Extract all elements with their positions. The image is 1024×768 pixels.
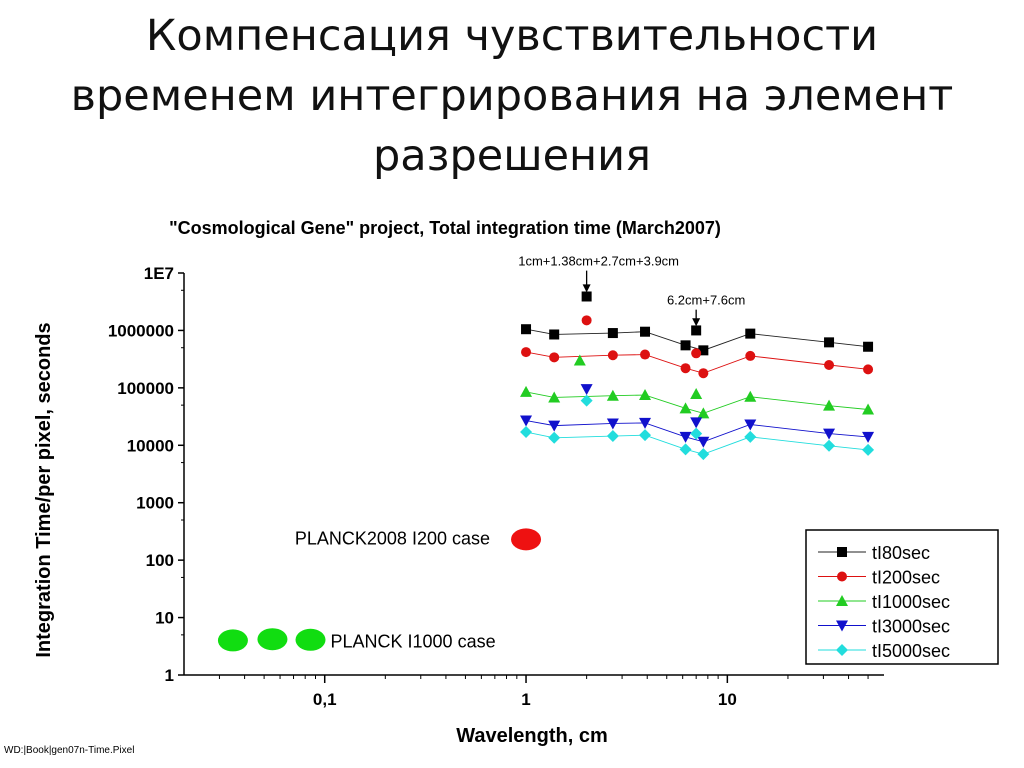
data-point-tI80sec bbox=[863, 341, 874, 352]
data-point-tI1000sec bbox=[697, 407, 710, 419]
extra-data-point bbox=[573, 354, 586, 366]
slide-title: Компенсация чувствительности временем ин… bbox=[0, 6, 1024, 186]
data-point-tI3000sec bbox=[679, 431, 692, 443]
data-point-tI1000sec bbox=[744, 390, 757, 402]
data-point-tI1000sec bbox=[639, 389, 652, 401]
slide-title-line-1: Компенсация чувствительности bbox=[145, 11, 879, 61]
planck-point bbox=[511, 528, 542, 551]
y-tick-label: 1E7 bbox=[144, 264, 174, 283]
legend-marker bbox=[836, 595, 848, 606]
y-tick-label: 1000000 bbox=[108, 321, 174, 340]
data-point-tI200sec bbox=[698, 368, 709, 379]
planck-point bbox=[257, 628, 288, 651]
y-tick-label: 100 bbox=[146, 551, 174, 570]
legend-entry-label: tI80sec bbox=[872, 543, 930, 563]
extra-data-point bbox=[580, 394, 593, 407]
data-point-tI3000sec bbox=[639, 417, 652, 429]
annotation-arrow-head bbox=[692, 318, 701, 327]
data-point-tI1000sec bbox=[606, 389, 619, 401]
data-point-tI3000sec bbox=[862, 431, 875, 443]
data-point-tI5000sec bbox=[697, 448, 710, 461]
y-tick-label: 10 bbox=[155, 609, 174, 628]
legend-marker bbox=[836, 620, 848, 632]
data-point-tI80sec bbox=[521, 324, 532, 335]
planck-label: PLANCK2008 I200 case bbox=[295, 528, 490, 548]
extra-data-point bbox=[690, 417, 703, 429]
x-tick-label: 10 bbox=[718, 690, 737, 709]
data-point-tI1000sec bbox=[520, 385, 533, 397]
x-axis-label: Wavelength, cm bbox=[456, 725, 608, 747]
data-point-tI80sec bbox=[549, 329, 560, 340]
data-point-tI80sec bbox=[745, 328, 756, 339]
data-point-tI80sec bbox=[607, 328, 618, 339]
data-point-tI3000sec bbox=[548, 420, 561, 432]
file-path-footer: WD:|Book|gen07n-Time.Pixel bbox=[4, 745, 135, 756]
data-point-tI1000sec bbox=[679, 402, 692, 414]
data-point-tI3000sec bbox=[744, 419, 757, 431]
planck-label: PLANCK I1000 case bbox=[331, 631, 496, 651]
planck-point bbox=[217, 629, 248, 652]
annotation-label: 1cm+1.38cm+2.7cm+3.9cm bbox=[518, 254, 679, 269]
data-point-tI80sec bbox=[698, 345, 709, 356]
y-axis-label: Integration Time/per pixel, seconds bbox=[33, 322, 55, 657]
data-point-tI80sec bbox=[824, 337, 835, 348]
legend-marker bbox=[836, 644, 848, 656]
data-point-tI200sec bbox=[824, 360, 835, 371]
data-point-tI5000sec bbox=[606, 430, 619, 443]
data-point-tI200sec bbox=[745, 350, 756, 361]
data-point-tI5000sec bbox=[520, 426, 533, 439]
data-point-tI3000sec bbox=[697, 436, 710, 448]
data-point-tI5000sec bbox=[639, 429, 652, 442]
data-point-tI200sec bbox=[607, 350, 618, 361]
y-tick-label: 100000 bbox=[117, 379, 174, 398]
y-tick-label: 1 bbox=[165, 666, 174, 685]
data-point-tI3000sec bbox=[606, 418, 619, 430]
legend-entry-label: tI5000sec bbox=[872, 641, 950, 661]
data-point-tI200sec bbox=[521, 347, 532, 358]
data-point-tI1000sec bbox=[862, 403, 875, 415]
extra-data-point bbox=[690, 388, 703, 400]
data-point-tI80sec bbox=[680, 340, 691, 351]
legend-marker bbox=[837, 571, 847, 582]
data-point-tI1000sec bbox=[548, 391, 561, 403]
extra-data-point bbox=[581, 291, 592, 302]
x-tick-label: 1 bbox=[521, 690, 530, 709]
data-point-tI200sec bbox=[640, 349, 651, 360]
data-point-tI5000sec bbox=[679, 443, 692, 456]
data-point-tI200sec bbox=[549, 352, 560, 363]
data-point-tI3000sec bbox=[823, 428, 836, 440]
extra-data-point bbox=[690, 427, 703, 440]
data-point-tI5000sec bbox=[548, 431, 561, 444]
legend-entry-label: tI1000sec bbox=[872, 592, 950, 612]
y-tick-label: 10000 bbox=[127, 436, 174, 455]
legend-entry-label: tI3000sec bbox=[872, 617, 950, 637]
extra-data-point bbox=[581, 315, 592, 326]
planck-point bbox=[295, 628, 326, 651]
slide-title-line-3: разрешения bbox=[373, 131, 651, 181]
data-point-tI5000sec bbox=[862, 443, 875, 456]
data-point-tI3000sec bbox=[520, 415, 533, 427]
annotation-arrow-head bbox=[582, 284, 591, 293]
data-point-tI5000sec bbox=[744, 430, 757, 443]
slide-title-line-2: временем интегрирования на элемент bbox=[70, 71, 954, 121]
data-point-tI5000sec bbox=[823, 439, 836, 452]
legend-entry-label: tI200sec bbox=[872, 568, 940, 588]
legend-marker bbox=[837, 547, 847, 557]
data-point-tI200sec bbox=[680, 363, 691, 374]
y-tick-label: 1000 bbox=[136, 494, 174, 513]
extra-data-point bbox=[691, 348, 702, 359]
extra-data-point bbox=[691, 325, 702, 336]
extra-data-point bbox=[580, 384, 593, 396]
data-point-tI80sec bbox=[640, 326, 651, 337]
data-point-tI1000sec bbox=[823, 399, 836, 411]
data-point-tI200sec bbox=[863, 364, 874, 375]
chart-title: "Cosmological Gene" project, Total integ… bbox=[169, 218, 721, 238]
x-tick-label: 0,1 bbox=[313, 690, 337, 709]
annotation-label: 6.2cm+7.6cm bbox=[667, 293, 745, 308]
